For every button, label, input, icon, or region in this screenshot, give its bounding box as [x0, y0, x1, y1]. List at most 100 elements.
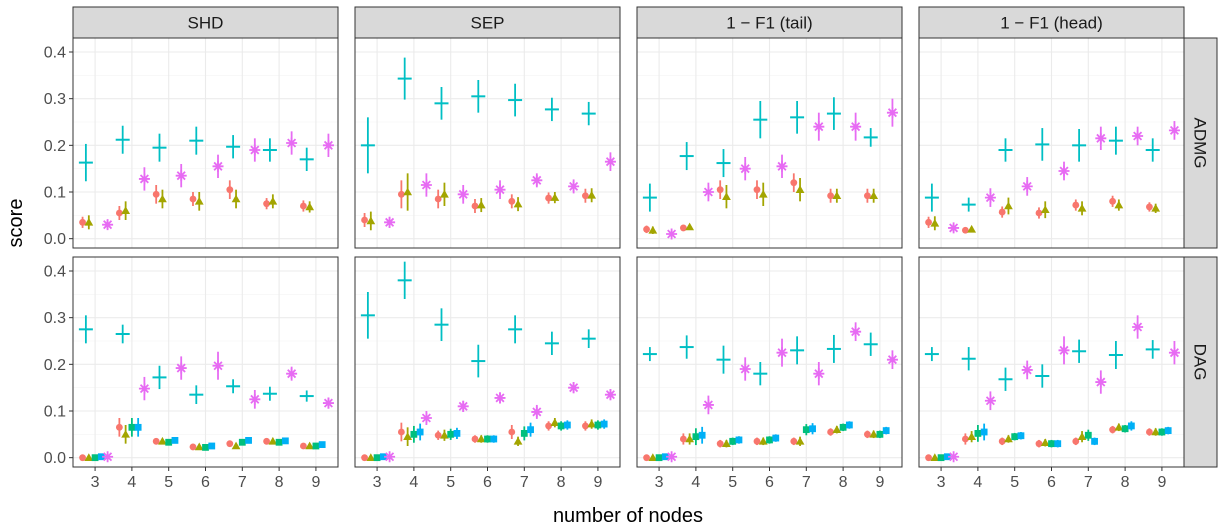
- circle-point: [152, 190, 160, 198]
- circle-point: [1035, 209, 1043, 217]
- square-point: [97, 453, 105, 461]
- circle-point: [1109, 197, 1116, 205]
- triangle-point: [967, 224, 977, 233]
- y-tick-label: 0.4: [44, 264, 66, 281]
- x-tick-label: 3: [373, 474, 382, 491]
- x-tick-label: 5: [164, 474, 173, 491]
- asterisk-point: [175, 362, 187, 374]
- circle-point: [1072, 201, 1080, 209]
- triangle-point: [550, 193, 560, 201]
- asterisk-point: [984, 192, 996, 204]
- circle-point: [790, 437, 798, 445]
- y-tick-label: 0.3: [44, 91, 66, 108]
- circle-point: [1109, 426, 1116, 434]
- triangle-point: [1151, 203, 1161, 212]
- asterisk-point: [249, 144, 261, 156]
- circle-point: [716, 186, 724, 194]
- square-point: [453, 430, 461, 437]
- triangle-point: [795, 185, 805, 193]
- asterisk-point: [1168, 124, 1180, 136]
- asterisk-point: [739, 163, 751, 175]
- column-strip-label: SHD: [188, 14, 224, 33]
- panel-series-group: [78, 315, 334, 463]
- asterisk-point: [384, 451, 396, 463]
- square-point: [557, 422, 565, 430]
- square-point: [281, 437, 289, 445]
- square-point: [373, 454, 381, 462]
- asterisk-point: [1132, 321, 1144, 333]
- asterisk-point: [948, 222, 960, 234]
- square-point: [735, 436, 743, 444]
- square-point: [943, 453, 951, 461]
- triangle-point: [832, 425, 842, 433]
- triangle-point: [967, 432, 977, 440]
- circle-point: [508, 197, 516, 205]
- y-tick-label: 0.2: [44, 138, 66, 155]
- square-point: [1158, 428, 1166, 436]
- circle-point: [397, 428, 405, 436]
- square-point: [882, 427, 890, 434]
- triangle-point: [685, 434, 695, 443]
- asterisk-point: [494, 184, 506, 196]
- asterisk-point: [1058, 344, 1070, 356]
- circle-point: [998, 437, 1006, 445]
- panel-series-group: [360, 261, 616, 463]
- x-tick-label: 4: [127, 474, 136, 491]
- triangle-point: [930, 218, 940, 227]
- circle-point: [79, 454, 86, 462]
- circle-point: [643, 225, 650, 233]
- square-point: [202, 444, 209, 451]
- asterisk-point: [138, 173, 150, 185]
- panel-border: [918, 37, 1185, 249]
- square-point: [766, 436, 773, 444]
- triangle-point: [305, 441, 315, 450]
- x-tick-label: 8: [557, 474, 566, 491]
- circle-point: [582, 422, 589, 430]
- asterisk-point: [886, 354, 898, 366]
- square-point: [134, 423, 142, 431]
- square-point: [563, 421, 571, 429]
- y-tick-label: 0.0: [44, 231, 66, 248]
- triangle-point: [869, 191, 879, 200]
- circle-point: [961, 435, 969, 443]
- x-tick-label: 3: [91, 474, 100, 491]
- triangle-point: [513, 199, 523, 208]
- asterisk-point: [568, 382, 580, 394]
- square-point: [772, 434, 780, 442]
- circle-point: [361, 454, 368, 462]
- square-point: [802, 426, 810, 434]
- asterisk-point: [212, 160, 224, 172]
- circle-point: [790, 179, 798, 187]
- square-point: [484, 435, 491, 443]
- panel-series-group: [642, 97, 898, 240]
- circle-point: [189, 195, 197, 203]
- triangle-point: [1004, 201, 1013, 210]
- circle-point: [361, 216, 368, 224]
- asterisk-point: [531, 406, 543, 418]
- triangle-point: [121, 206, 131, 214]
- circle-point: [115, 423, 123, 431]
- triangle-point: [403, 187, 413, 196]
- asterisk-point: [984, 395, 996, 407]
- x-tick-label: 6: [1047, 474, 1056, 491]
- square-point: [1054, 440, 1062, 448]
- x-tick-label: 8: [1121, 474, 1130, 491]
- x-tick-label: 6: [765, 474, 774, 491]
- column-strip: [72, 6, 339, 39]
- asterisk-point: [568, 180, 580, 192]
- asterisk-point: [102, 219, 114, 231]
- x-tick-label: 5: [728, 474, 737, 491]
- asterisk-point: [322, 139, 334, 151]
- square-point: [845, 421, 853, 429]
- triangle-point: [722, 439, 731, 447]
- circle-point: [679, 435, 687, 443]
- panel: [918, 37, 1185, 249]
- asterisk-point: [457, 400, 469, 412]
- triangle-point: [648, 225, 658, 234]
- circle-point: [753, 186, 761, 194]
- column-strip: [636, 6, 903, 39]
- panel-border: [636, 37, 903, 249]
- triangle-point: [1040, 205, 1050, 214]
- panel: [636, 37, 903, 249]
